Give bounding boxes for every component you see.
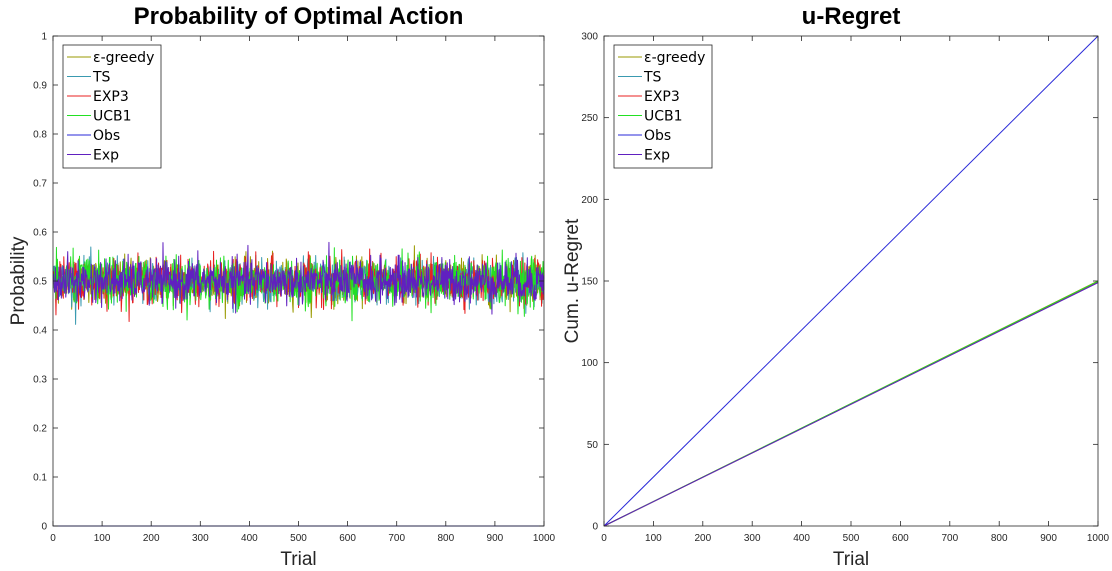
x-tick-label: 1000 xyxy=(533,533,556,544)
legend-label-ts: TS xyxy=(643,70,662,86)
y-tick-label: 0.1 xyxy=(33,473,47,484)
x-tick-label: 700 xyxy=(388,533,405,544)
y-tick-label: 0.9 xyxy=(33,81,47,92)
y-tick-label: 1 xyxy=(41,32,47,43)
y-tick-label: 0.2 xyxy=(33,424,47,435)
x-tick-label: 900 xyxy=(487,533,504,544)
y-tick-label: 300 xyxy=(581,32,598,43)
legend-box xyxy=(62,44,162,169)
x-tick-label: 800 xyxy=(437,533,454,544)
x-tick-label: 400 xyxy=(241,533,258,544)
y-tick-label: 0.7 xyxy=(33,179,47,190)
series-line-exp xyxy=(603,282,1099,527)
x-tick-label: 500 xyxy=(290,533,307,544)
x-axis-label: Trial xyxy=(280,549,316,570)
legend-label-greedy: ε-greedy xyxy=(644,50,705,66)
chart-title: Probability of Optimal Action xyxy=(134,3,464,30)
x-tick-label: 1000 xyxy=(1087,533,1110,544)
legend-label-ucb1: UCB1 xyxy=(644,109,683,125)
series-line-obs xyxy=(603,35,1099,527)
series-group xyxy=(52,241,545,527)
y-axis-label: Cum. u-Regret xyxy=(562,218,583,343)
x-axis-label: Trial xyxy=(833,549,869,570)
y-tick-label: 0 xyxy=(41,522,47,533)
y-tick-label: 250 xyxy=(581,113,598,124)
legend-label-exp3: EXP3 xyxy=(93,89,129,105)
x-tick-label: 900 xyxy=(1040,533,1057,544)
legend-label-obs: Obs xyxy=(93,128,120,144)
y-tick-label: 0.4 xyxy=(33,326,47,337)
legend: ε-greedy TS EXP3 UCB1 Obs Exp xyxy=(62,44,162,169)
series-group xyxy=(603,35,1099,527)
x-tick-label: 100 xyxy=(645,533,662,544)
legend-box xyxy=(613,44,713,169)
y-tick-label: 100 xyxy=(581,358,598,369)
y-tick-label: 150 xyxy=(581,277,598,288)
x-tick-label: 600 xyxy=(892,533,909,544)
chart-title: u-Regret xyxy=(802,3,901,30)
legend-label-obs: Obs xyxy=(644,128,671,144)
x-tick-label: 0 xyxy=(601,533,607,544)
x-tick-label: 200 xyxy=(143,533,160,544)
legend-label-ts: TS xyxy=(92,70,111,86)
legend-label-exp: Exp xyxy=(93,148,119,164)
y-tick-label: 0 xyxy=(592,522,598,533)
y-tick-label: 0.6 xyxy=(33,228,47,239)
legend-label-ucb1: UCB1 xyxy=(93,109,132,125)
chart-u-regret: 0 100 200 300 400 500 600 700 800 900 1000 0 50 100 15… xyxy=(562,3,1110,570)
chart-probability-optimal-action: 0 100 200 300 400 500 600 700 800 900 1000 0 0.1 0.2 0… xyxy=(8,3,556,570)
y-tick-label: 50 xyxy=(587,440,599,451)
y-tick-label: 0.3 xyxy=(33,375,47,386)
x-tick-label: 300 xyxy=(192,533,209,544)
x-tick-label: 500 xyxy=(843,533,860,544)
y-tick-label: 0.5 xyxy=(33,277,47,288)
legend: ε-greedy TS EXP3 UCB1 Obs Exp xyxy=(613,44,713,169)
x-tick-label: 600 xyxy=(339,533,356,544)
y-axis-label: Probability xyxy=(8,236,29,325)
legend-label-greedy: ε-greedy xyxy=(93,50,154,66)
legend-label-exp: Exp xyxy=(644,148,670,164)
x-tick-label: 800 xyxy=(991,533,1008,544)
y-tick-label: 0.8 xyxy=(33,130,47,141)
x-tick-label: 400 xyxy=(793,533,810,544)
x-tick-label: 100 xyxy=(94,533,111,544)
y-tick-label: 200 xyxy=(581,195,598,206)
x-tick-label: 700 xyxy=(941,533,958,544)
series-line-exp xyxy=(52,241,545,315)
x-tick-label: 0 xyxy=(50,533,56,544)
x-tick-label: 200 xyxy=(694,533,711,544)
x-tick-label: 300 xyxy=(744,533,761,544)
legend-label-exp3: EXP3 xyxy=(644,89,680,105)
